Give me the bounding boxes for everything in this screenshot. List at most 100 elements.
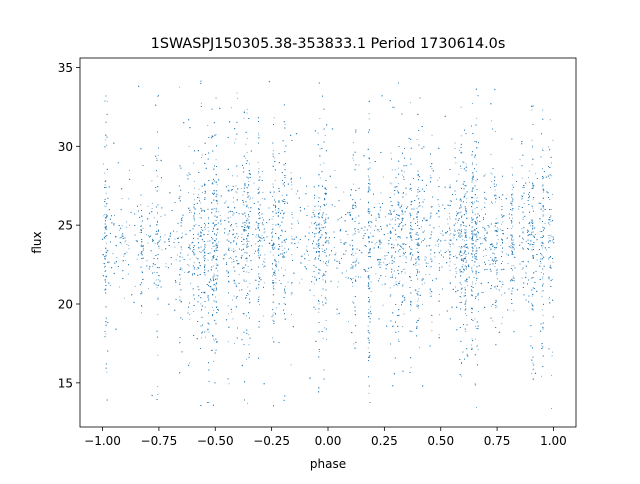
data-point bbox=[417, 219, 418, 220]
data-point bbox=[181, 256, 183, 258]
data-point bbox=[390, 219, 392, 221]
data-point bbox=[281, 267, 282, 269]
data-point bbox=[207, 240, 209, 242]
data-point bbox=[394, 223, 396, 225]
data-point bbox=[217, 270, 219, 272]
data-point bbox=[249, 198, 251, 200]
data-point bbox=[540, 254, 542, 255]
data-point bbox=[248, 344, 250, 346]
data-point bbox=[187, 264, 189, 265]
data-point bbox=[225, 319, 228, 321]
data-point bbox=[258, 218, 260, 219]
data-point bbox=[126, 226, 127, 228]
data-point bbox=[480, 282, 483, 285]
data-point bbox=[471, 181, 473, 183]
data-point bbox=[387, 233, 389, 235]
data-point bbox=[207, 259, 209, 261]
data-point bbox=[410, 226, 412, 228]
data-point bbox=[484, 235, 485, 237]
data-point bbox=[309, 226, 311, 228]
data-point bbox=[232, 318, 234, 320]
data-point bbox=[246, 112, 248, 114]
data-point bbox=[259, 237, 262, 239]
data-point bbox=[454, 142, 456, 144]
data-point bbox=[308, 260, 310, 261]
data-point bbox=[242, 226, 244, 228]
data-point bbox=[451, 306, 453, 308]
data-point bbox=[304, 253, 306, 255]
data-point bbox=[278, 226, 280, 228]
data-point bbox=[456, 180, 458, 181]
data-point bbox=[105, 229, 107, 230]
data-point bbox=[275, 307, 277, 309]
data-point bbox=[498, 331, 501, 334]
data-point bbox=[513, 310, 515, 312]
data-point bbox=[151, 208, 153, 209]
data-point bbox=[368, 288, 369, 290]
data-point bbox=[406, 237, 408, 239]
data-point bbox=[483, 249, 485, 251]
data-point bbox=[449, 218, 451, 220]
data-point bbox=[121, 225, 123, 227]
data-point bbox=[434, 256, 436, 258]
data-point bbox=[354, 265, 356, 267]
data-point bbox=[178, 197, 180, 200]
data-point bbox=[234, 142, 235, 144]
data-point bbox=[193, 262, 195, 264]
data-point bbox=[531, 373, 533, 375]
data-point bbox=[193, 212, 195, 214]
data-point bbox=[262, 315, 264, 317]
data-point bbox=[239, 289, 240, 291]
data-point bbox=[263, 260, 264, 262]
data-point bbox=[502, 221, 504, 223]
data-point bbox=[245, 143, 247, 145]
data-point bbox=[233, 248, 235, 250]
data-point bbox=[468, 263, 470, 265]
data-point bbox=[280, 225, 281, 227]
data-point bbox=[403, 313, 405, 315]
data-point bbox=[496, 306, 498, 308]
data-point bbox=[340, 216, 343, 218]
data-point bbox=[370, 232, 371, 234]
data-point bbox=[477, 349, 479, 351]
data-point bbox=[227, 234, 229, 236]
data-point bbox=[485, 255, 487, 256]
data-point bbox=[452, 233, 454, 235]
data-point bbox=[472, 103, 473, 104]
data-point bbox=[124, 241, 126, 243]
data-point bbox=[449, 212, 450, 214]
data-point bbox=[541, 309, 543, 311]
data-point bbox=[291, 188, 293, 190]
data-point bbox=[397, 236, 399, 238]
data-point bbox=[319, 118, 321, 119]
data-point bbox=[181, 237, 183, 239]
data-point bbox=[455, 272, 457, 274]
data-point bbox=[246, 358, 247, 360]
data-point bbox=[540, 262, 542, 264]
data-point bbox=[248, 181, 250, 182]
data-point bbox=[422, 303, 423, 305]
data-point bbox=[105, 180, 107, 181]
data-point bbox=[259, 215, 261, 216]
data-point bbox=[532, 369, 534, 370]
data-point bbox=[532, 362, 534, 364]
data-point bbox=[398, 245, 400, 246]
data-point bbox=[392, 106, 393, 108]
data-point bbox=[306, 245, 308, 247]
data-point bbox=[541, 185, 543, 187]
data-point bbox=[272, 223, 274, 225]
data-point bbox=[273, 285, 275, 287]
data-point bbox=[215, 159, 217, 161]
data-point bbox=[512, 275, 514, 277]
data-point bbox=[353, 204, 355, 206]
data-point bbox=[472, 230, 474, 232]
data-point bbox=[383, 262, 385, 264]
data-point bbox=[501, 223, 503, 225]
data-point bbox=[438, 206, 440, 207]
data-point bbox=[311, 222, 313, 224]
data-point bbox=[401, 213, 403, 215]
data-point bbox=[228, 189, 230, 191]
data-point bbox=[272, 150, 274, 152]
data-point bbox=[337, 286, 339, 288]
data-point bbox=[248, 185, 250, 187]
